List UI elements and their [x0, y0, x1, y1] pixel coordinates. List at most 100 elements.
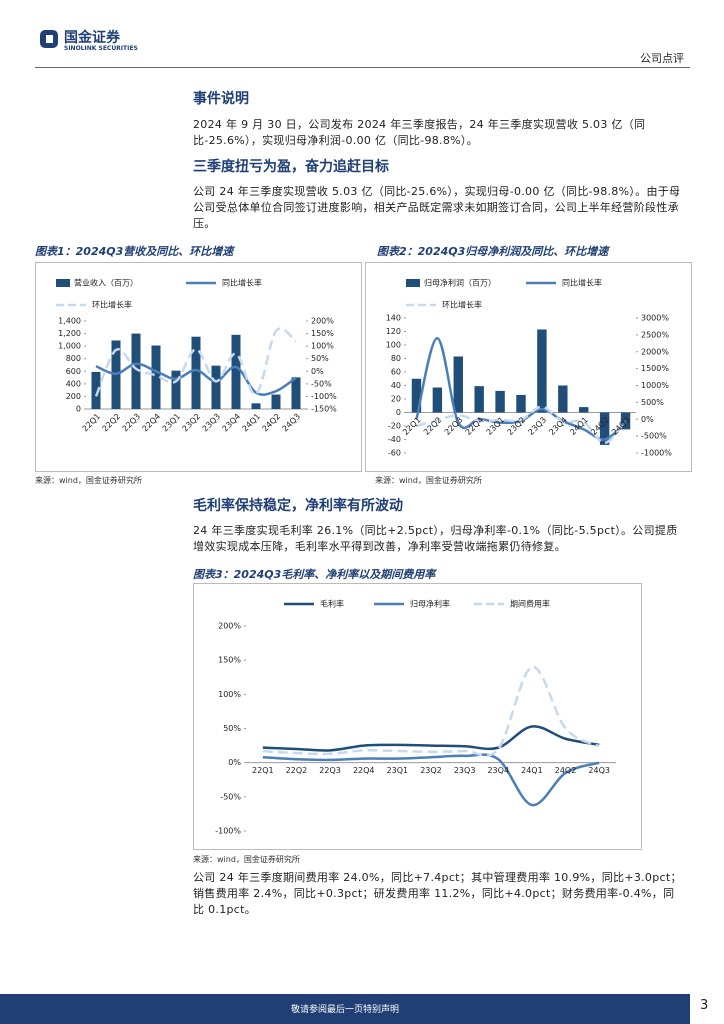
bar [231, 334, 241, 409]
y-tick-label: 0 [76, 405, 81, 414]
y-tick-label: 0 [396, 408, 401, 417]
legend-label: 期间费用率 [510, 599, 550, 609]
x-tick-label: 23Q4 [547, 415, 569, 437]
chart: -60 -40 -20 0 20 40 60 80 100 120 140 -1000% -500% 0%… [365, 262, 692, 472]
page-number: 3 [700, 998, 709, 1013]
legend-swatch [406, 279, 420, 287]
brand-en: SINOLINK SECURITIES [64, 45, 138, 52]
y-tick-label: 400 [66, 379, 81, 388]
y2-tick-label: 1000% [641, 381, 669, 390]
legend-label: 环比增长率 [92, 300, 132, 310]
header-rule [35, 67, 690, 68]
x-tick-label: 22Q2 [286, 766, 308, 775]
y-tick-label: 60 [391, 368, 401, 377]
legend-label: 毛利率 [320, 599, 344, 609]
legend-label: 营业收入（百万） [74, 278, 138, 288]
y-tick-label: 600 [66, 367, 81, 376]
y-tick-label: 100 [386, 341, 401, 350]
y-tick-label: 1,400 [58, 317, 81, 326]
chart: -100% -50% 0% 50% 100% 150% 200% 毛利率 归母净利率 期间费用率 2… [193, 583, 642, 850]
bar [151, 345, 161, 409]
source: 来源：wind，国金证券研究所 [375, 476, 482, 485]
x-tick-label: 22Q4 [464, 415, 486, 437]
x-tick-label: 23Q3 [201, 412, 223, 434]
y-tick-label: 120 [386, 327, 401, 336]
y2-tick-label: 200% [311, 317, 334, 326]
x-tick-label: 22Q2 [101, 412, 123, 434]
bar [432, 387, 443, 413]
bar [211, 365, 221, 409]
legend-label: 同比增长率 [222, 278, 262, 288]
bar [291, 377, 301, 409]
y2-tick-label: 2000% [641, 347, 669, 356]
bar [579, 407, 589, 413]
x-tick-label: 24Q3 [588, 766, 610, 775]
legend-label: 同比增长率 [562, 278, 602, 288]
line [415, 336, 627, 441]
x-tick-label: 24Q2 [261, 412, 283, 434]
y-tick-label: 0% [228, 758, 241, 767]
y-tick-label: -50% [220, 792, 241, 801]
disclaimer: 敬请参阅最后一页特别声明 [290, 1005, 399, 1015]
x-tick-label: 23Q2 [506, 415, 528, 437]
y2-tick-label: -50% [311, 379, 332, 388]
bar [495, 390, 505, 413]
brand: 国金证券 [64, 30, 120, 46]
chart-title: 图表2：2024Q3归母净利润及同比、环比增速 [377, 245, 609, 258]
y-tick-label: -40 [388, 435, 401, 444]
y-tick-label: 100% [218, 690, 241, 699]
x-tick-label: 23Q2 [181, 412, 203, 434]
y-tick-label: 20 [391, 395, 401, 404]
x-tick-label: 23Q1 [485, 415, 507, 437]
x-tick-label: 24Q1 [241, 412, 263, 434]
line [416, 405, 627, 445]
y-tick-label: 80 [391, 354, 401, 363]
bar [411, 378, 422, 413]
y2-tick-label: 0% [641, 415, 654, 424]
heading: 三季度扭亏为盈，奋力追赶目标 [193, 159, 389, 175]
x-tick-label: 23Q2 [420, 766, 442, 775]
x-tick-label: 23Q3 [526, 415, 548, 437]
x-tick-label: 23Q1 [387, 766, 409, 775]
x-tick-label: 22Q2 [422, 415, 444, 437]
bar [453, 356, 463, 413]
y2-tick-label: 500% [641, 398, 664, 407]
x-tick-label: 22Q4 [353, 766, 375, 775]
heading: 毛利率保持稳定，净利率有所波动 [193, 498, 403, 514]
footer-bar [0, 994, 690, 1024]
heading: 事件说明 [193, 91, 249, 107]
line [94, 327, 297, 397]
x-tick-label: 24Q2 [555, 766, 577, 775]
y-tick-label: 200% [218, 622, 241, 631]
x-tick-label: 23Q4 [221, 412, 243, 434]
bar [91, 371, 101, 409]
line [262, 725, 600, 752]
x-tick-label: 23Q3 [454, 766, 476, 775]
chart: 0 200 400 600 800 1,000 1,200 1,400 -150% -100% -5… [35, 262, 362, 472]
y2-tick-label: -1000% [641, 449, 672, 458]
y2-tick-label: 1500% [641, 364, 669, 373]
bar [474, 386, 484, 413]
y2-tick-label: 2500% [641, 330, 669, 339]
bar [131, 333, 141, 409]
line [95, 362, 297, 396]
y-tick-label: 150% [218, 656, 241, 665]
y2-tick-label: 3000% [641, 314, 669, 323]
y-tick-label: 50% [223, 724, 241, 733]
paragraph: 24 年三季度实现毛利率 26.1%（同比+2.5pct），归母净利率-0.1%… [193, 524, 678, 553]
legend-label: 环比增长率 [442, 300, 482, 310]
x-tick-label: 22Q3 [319, 766, 341, 775]
legend-label: 归母净利润（百万） [424, 278, 496, 288]
bar [516, 394, 526, 413]
bar [558, 385, 568, 413]
y-tick-label: 200 [66, 392, 81, 401]
source: 来源：wind，国金证券研究所 [35, 476, 142, 485]
x-tick-label: 24Q3 [281, 412, 303, 434]
y-tick-label: 800 [66, 354, 81, 363]
x-tick-label: 24Q1 [521, 766, 543, 775]
paragraph: 公司 24 年三季度实现营收 5.03 亿（同比-25.6%），实现归母-0.0… [193, 185, 681, 230]
y-tick-label: -20 [388, 422, 401, 431]
paragraph: 2024 年 9 月 30 日，公司发布 2024 年三季度报告，24 年三季度… [193, 118, 646, 147]
y2-tick-label: -500% [641, 432, 667, 441]
